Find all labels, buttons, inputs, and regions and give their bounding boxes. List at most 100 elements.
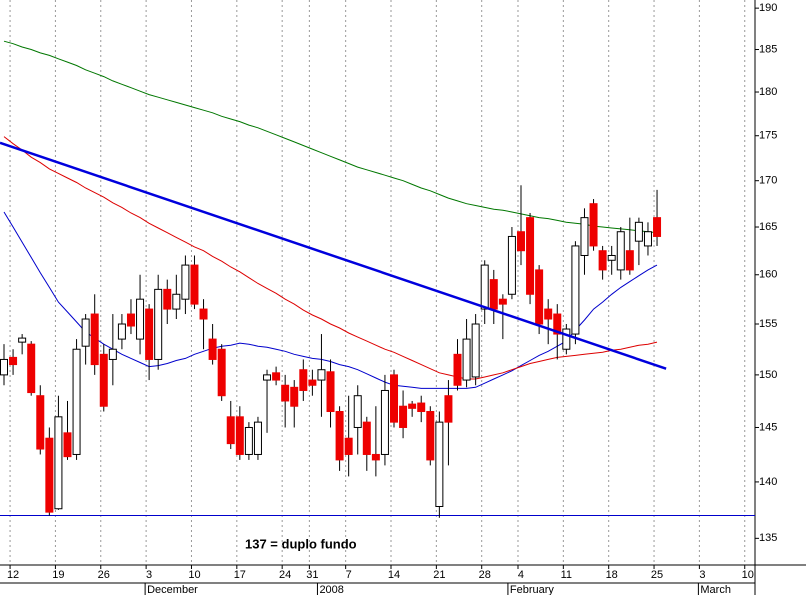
candle — [598, 245, 607, 280]
candle-body — [0, 358, 8, 376]
y-tick-label: 190 — [759, 2, 777, 14]
candle — [462, 319, 471, 388]
candle — [317, 334, 326, 417]
candle — [272, 366, 281, 386]
candle — [562, 324, 571, 355]
candle-body — [544, 308, 553, 320]
candle-body — [9, 356, 18, 366]
candle-body — [589, 203, 598, 247]
candle-body — [299, 369, 308, 391]
candle-body — [154, 288, 163, 360]
candle-body — [634, 221, 643, 242]
candle — [226, 400, 235, 450]
candle — [154, 274, 163, 370]
candle — [435, 411, 444, 518]
candle — [453, 339, 462, 391]
candle — [399, 390, 408, 439]
x-tick-label: 11 — [561, 569, 572, 581]
y-tick-label: 135 — [759, 532, 777, 544]
candle — [244, 422, 253, 460]
candle — [108, 314, 117, 386]
month-label: December — [147, 584, 198, 595]
candle-body — [526, 217, 535, 295]
candle — [163, 279, 172, 325]
candle-body — [399, 405, 408, 428]
x-tick-label: 3 — [146, 569, 152, 581]
candle — [81, 314, 90, 365]
candle — [535, 265, 544, 335]
candle-body — [90, 313, 99, 366]
candle — [526, 212, 535, 305]
x-tick-label: 21 — [433, 569, 445, 581]
candle — [580, 208, 589, 275]
candle-body — [471, 323, 480, 378]
candle — [634, 217, 643, 266]
x-tick-label: 18 — [606, 569, 618, 581]
candle — [172, 274, 181, 320]
candle — [126, 299, 135, 335]
x-tick-label: 3 — [699, 569, 705, 581]
candle — [643, 222, 652, 256]
y-tick-label: 180 — [759, 86, 777, 98]
candle-body — [36, 395, 45, 450]
candle-body — [553, 313, 562, 335]
candle-body — [108, 348, 117, 360]
candle — [380, 374, 389, 466]
candle-body — [516, 231, 525, 252]
candle-body — [126, 313, 135, 327]
candle-body — [99, 353, 108, 407]
month-label: 2008 — [319, 584, 343, 595]
candle — [63, 400, 72, 460]
candle-body — [625, 250, 634, 271]
y-tick-label: 155 — [759, 318, 777, 330]
candle — [480, 260, 489, 325]
x-tick-label: 7 — [346, 569, 352, 581]
candle — [281, 374, 290, 428]
candle-body — [498, 298, 507, 305]
annotation: 137 = duplo fundo — [245, 536, 357, 551]
candle-body — [335, 411, 344, 461]
candle — [471, 314, 480, 386]
candle — [426, 406, 435, 466]
candle — [136, 274, 145, 355]
moving-average — [3, 40, 658, 234]
x-tick-label: 4 — [518, 569, 524, 581]
candle-body — [653, 217, 662, 237]
candle-body — [217, 348, 226, 397]
candle-body — [390, 374, 399, 423]
y-tick-label: 165 — [759, 221, 777, 233]
x-tick-label: 25 — [651, 569, 663, 581]
y-tick-label: 170 — [759, 175, 777, 187]
candle-body — [27, 343, 36, 394]
candle-body — [308, 379, 317, 386]
candle-body — [643, 231, 652, 247]
candle-body — [408, 403, 417, 409]
candle — [308, 369, 317, 396]
x-tick-label: 24 — [279, 569, 291, 581]
candle — [371, 406, 380, 477]
candle — [117, 314, 126, 350]
y-tick-label: 160 — [759, 269, 777, 281]
candle-body — [117, 323, 126, 340]
candle-body — [462, 338, 471, 381]
candle-body — [272, 372, 281, 381]
candle-body — [163, 288, 172, 310]
moving-average — [3, 136, 658, 380]
candle — [99, 344, 108, 412]
candle-body — [244, 426, 253, 455]
candle — [0, 344, 8, 386]
candle — [27, 341, 36, 396]
trendline — [0, 141, 667, 370]
candle-body — [54, 416, 63, 510]
month-label: February — [510, 584, 555, 595]
candle-body — [435, 421, 444, 507]
candle — [335, 406, 344, 471]
candle-body — [253, 421, 262, 455]
candle-body — [580, 217, 589, 256]
x-tick-label: 10 — [188, 569, 200, 581]
candle-body — [199, 308, 208, 320]
y-tick-label: 140 — [759, 476, 777, 488]
candle-body — [480, 264, 489, 310]
candle — [9, 349, 18, 375]
